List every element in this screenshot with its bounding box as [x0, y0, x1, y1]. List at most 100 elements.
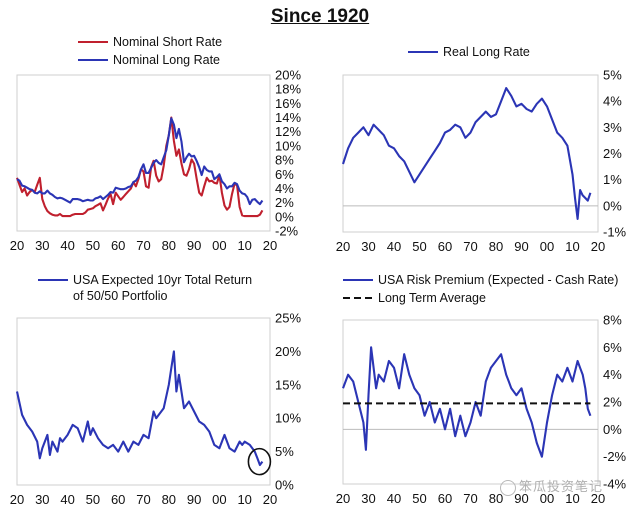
x-tick-label: 60: [438, 491, 452, 506]
y-tick-label: 20%: [275, 68, 301, 83]
legend-label: Real Long Rate: [443, 45, 530, 59]
x-tick-label: 00: [212, 492, 226, 507]
x-tick-label: 60: [111, 238, 125, 253]
plot-frame: [342, 319, 599, 485]
x-tick-label: 50: [412, 239, 426, 254]
x-tick-label: 30: [361, 239, 375, 254]
x-tick-label: 00: [212, 238, 226, 253]
plot-frame: [342, 74, 599, 233]
x-tick-label: 80: [489, 239, 503, 254]
x-tick-label: 60: [438, 239, 452, 254]
x-tick-label: 20: [10, 238, 24, 253]
y-tick-label: 16%: [275, 96, 301, 111]
legend-label: Long Term Average: [378, 291, 486, 305]
x-tick-label: 10: [565, 491, 579, 506]
series-line: [342, 346, 592, 458]
x-tick-label: 50: [412, 491, 426, 506]
legend-label: USA Expected 10yr Total Return: [73, 273, 252, 287]
x-tick-label: 80: [489, 491, 503, 506]
y-tick-label: 4%: [603, 367, 622, 382]
y-tick-label: 10%: [275, 411, 301, 426]
y-tick-label: 6%: [275, 167, 294, 182]
x-tick-label: 20: [263, 238, 277, 253]
y-tick-label: 5%: [275, 444, 294, 459]
y-tick-label: -1%: [603, 225, 627, 240]
x-tick-label: 60: [111, 492, 125, 507]
y-tick-label: 4%: [603, 94, 622, 109]
y-tick-label: 10%: [275, 138, 301, 153]
x-tick-label: 70: [136, 238, 150, 253]
x-tick-label: 80: [162, 238, 176, 253]
y-tick-label: 0%: [603, 422, 622, 437]
plot-frame: [16, 317, 271, 486]
x-tick-label: 10: [237, 492, 251, 507]
y-tick-label: 5%: [603, 68, 622, 83]
plot-frame: [16, 74, 271, 232]
x-tick-label: 50: [86, 492, 100, 507]
watermark-text: 笨瓜投资笔记: [519, 480, 604, 495]
legend-label: Nominal Short Rate: [113, 35, 222, 49]
x-tick-label: 90: [187, 238, 201, 253]
x-tick-label: 20: [10, 492, 24, 507]
chart-panel-2: 20 30 40 50 60 70 80 90 00 10 20 5% 4% 3% 2% 1% 0% -1% Rea…: [336, 45, 627, 254]
x-tick-label: 30: [35, 492, 49, 507]
x-tick-label: 70: [136, 492, 150, 507]
x-tick-label: 90: [514, 239, 528, 254]
y-tick-label: 8%: [275, 153, 294, 168]
legend-label: of 50/50 Portfolio: [73, 289, 168, 303]
watermark: 笨瓜投资笔记: [500, 476, 603, 496]
y-tick-label: -2%: [603, 449, 627, 464]
y-tick-label: 20%: [275, 344, 301, 359]
watermark-logo-icon: [500, 479, 516, 496]
figure-title: Since 1920: [270, 6, 370, 27]
chart-panel-1: 20 30 40 50 60 70 80 90 00 10 20 20%18%16%14%12%10%…: [10, 35, 302, 253]
y-tick-label: 1%: [603, 172, 622, 187]
x-tick-label: 40: [387, 239, 401, 254]
y-tick-label: 8%: [603, 313, 622, 328]
y-tick-label: 0%: [275, 209, 294, 224]
series-line: [16, 117, 264, 206]
y-tick-label: 4%: [275, 181, 294, 196]
y-tick-label: 2%: [275, 195, 294, 210]
x-tick-label: 90: [187, 492, 201, 507]
x-tick-label: 00: [540, 239, 554, 254]
y-tick-label: 0%: [275, 478, 294, 493]
y-tick-label: 15%: [275, 377, 301, 392]
x-tick-label: 20: [336, 239, 350, 254]
x-tick-label: 70: [463, 239, 477, 254]
x-tick-label: 90: [514, 491, 528, 506]
y-tick-label: 6%: [603, 340, 622, 355]
x-tick-label: 30: [361, 491, 375, 506]
y-tick-label: 18%: [275, 82, 301, 97]
x-tick-label: 20: [591, 239, 605, 254]
y-tick-label: -2%: [275, 224, 299, 239]
series-line: [16, 116, 264, 218]
series-line: [342, 87, 592, 220]
x-tick-label: 20: [263, 492, 277, 507]
chart-panel-4: 20 30 40 50 60 70 80 90 00 10 20 8% 6% 4% 2% 0% -2% -4% US…: [336, 273, 627, 506]
x-tick-label: 10: [565, 239, 579, 254]
series-line: [15, 350, 264, 467]
x-tick-label: 40: [60, 492, 74, 507]
highlight-circle: [247, 447, 272, 476]
x-tick-label: 20: [591, 491, 605, 506]
x-tick-label: 40: [387, 491, 401, 506]
legend-label: USA Risk Premium (Expected - Cash Rate): [378, 273, 618, 287]
x-tick-label: 80: [162, 492, 176, 507]
y-tick-label: 2%: [603, 395, 622, 410]
y-tick-label: 25%: [275, 311, 301, 326]
x-tick-label: 50: [86, 238, 100, 253]
y-tick-label: 12%: [275, 124, 301, 139]
y-tick-label: 0%: [603, 198, 622, 213]
x-tick-label: 40: [60, 238, 74, 253]
x-tick-label: 70: [463, 491, 477, 506]
legend-label: Nominal Long Rate: [113, 53, 220, 67]
x-tick-label: 30: [35, 238, 49, 253]
y-tick-label: 2%: [603, 146, 622, 161]
y-tick-label: 3%: [603, 120, 622, 135]
x-tick-label: 00: [540, 491, 554, 506]
y-tick-label: -4%: [603, 477, 627, 492]
x-tick-label: 20: [336, 491, 350, 506]
x-tick-label: 10: [237, 238, 251, 253]
